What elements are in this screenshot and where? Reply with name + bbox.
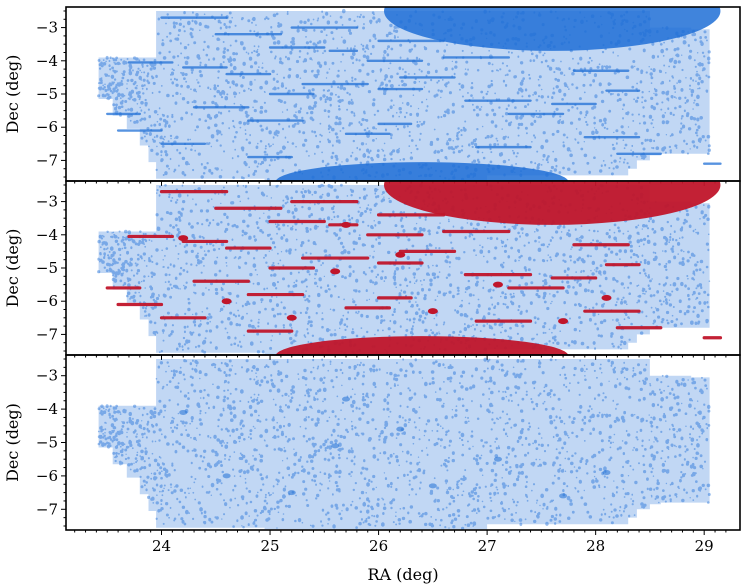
panel-bottom-scatter-points bbox=[97, 357, 711, 530]
x-tick-label: 24 bbox=[152, 537, 171, 555]
panel-bottom-clump-3 bbox=[493, 456, 502, 462]
panel-top-dense-region-0 bbox=[384, 7, 721, 51]
y-tick-label: −6 bbox=[36, 292, 58, 310]
y-tick-label: −7 bbox=[36, 500, 58, 518]
x-tick-label: 28 bbox=[586, 537, 605, 555]
panel-top-ylabel: Dec (deg) bbox=[3, 55, 22, 134]
panel-middle-flagged-spot-3 bbox=[492, 281, 503, 288]
panel-bottom-clump-5 bbox=[428, 483, 437, 489]
x-tick-label: 27 bbox=[478, 537, 497, 555]
panel-middle-scatter-points bbox=[97, 183, 711, 355]
panel-bottom-clump-8 bbox=[287, 490, 296, 496]
x-tick-label: 26 bbox=[369, 537, 388, 555]
y-tick-label: −7 bbox=[36, 151, 58, 169]
panel-middle: −3 −4 −5 −6 −7 Dec (deg) bbox=[3, 180, 741, 360]
panel-top-footprint bbox=[98, 11, 710, 181]
panel-bottom: −3 −4 −5 −6 −7 24 25 26 27 28 29 Dec (deg) bbox=[3, 354, 741, 555]
y-tick-label: −6 bbox=[36, 467, 58, 485]
x-tick-label: 29 bbox=[695, 537, 714, 555]
y-tick-label: −3 bbox=[36, 193, 58, 211]
y-tick-label: −4 bbox=[36, 226, 58, 244]
panel-bottom-footprint bbox=[98, 359, 710, 530]
panel-middle-points bbox=[97, 181, 723, 355]
panel-bottom-clump-7 bbox=[602, 470, 611, 476]
panel-bottom-clump-4 bbox=[222, 473, 231, 479]
panel-bottom-x-ticks: 24 25 26 27 28 29 bbox=[74, 530, 727, 555]
panel-middle-flagged-spot-4 bbox=[221, 298, 232, 305]
panel-top: −3 −4 −5 −6 −7 Dec (deg) bbox=[3, 6, 741, 186]
y-tick-label: −5 bbox=[36, 85, 58, 103]
panel-bottom-points bbox=[97, 357, 711, 530]
panel-middle-footprint bbox=[98, 185, 710, 355]
panel-middle-marks bbox=[97, 181, 723, 355]
panel-bottom-ylabel: Dec (deg) bbox=[3, 403, 22, 482]
y-tick-label: −6 bbox=[36, 118, 58, 136]
y-tick-label: −3 bbox=[36, 367, 58, 385]
panel-middle-flagged-spot-7 bbox=[601, 294, 612, 301]
panel-middle-flagged-spot-9 bbox=[178, 235, 189, 242]
x-axis-label: RA (deg) bbox=[367, 565, 438, 584]
panel-bottom-clump-6 bbox=[559, 493, 568, 499]
y-tick-label: −7 bbox=[36, 325, 58, 343]
y-tick-label: −4 bbox=[36, 52, 58, 70]
panel-bottom-clump-1 bbox=[396, 426, 405, 432]
panel-middle-ylabel: Dec (deg) bbox=[3, 229, 22, 308]
x-tick-label: 25 bbox=[260, 537, 279, 555]
panel-middle-flagged-spot-5 bbox=[427, 308, 438, 315]
y-tick-label: −4 bbox=[36, 400, 58, 418]
panel-top-marks bbox=[97, 7, 722, 181]
panel-top-points bbox=[97, 7, 722, 181]
panel-top-y-ticks: −3 −4 −5 −6 −7 bbox=[36, 10, 66, 178]
panel-middle-flagged-spot-0 bbox=[341, 221, 352, 228]
panel-middle-dense-region-1 bbox=[275, 336, 569, 355]
panel-top-dense-region-1 bbox=[275, 162, 569, 181]
panel-middle-flagged-spot-1 bbox=[395, 251, 406, 258]
panel-bottom-marks bbox=[97, 357, 711, 530]
panel-top-scatter-points bbox=[97, 8, 711, 181]
panel-middle-y-ticks: −3 −4 −5 −6 −7 bbox=[36, 184, 66, 352]
panel-middle-flagged-spot-2 bbox=[330, 268, 341, 275]
panel-middle-flagged-spot-8 bbox=[286, 314, 297, 321]
y-tick-label: −5 bbox=[36, 259, 58, 277]
panel-bottom-clump-0 bbox=[342, 396, 351, 402]
panel-bottom-clump-2 bbox=[331, 443, 340, 449]
panel-bottom-clump-9 bbox=[179, 409, 188, 415]
panel-middle-flagged-spot-6 bbox=[558, 318, 569, 325]
y-tick-label: −5 bbox=[36, 434, 58, 452]
y-tick-label: −3 bbox=[36, 19, 58, 37]
panel-bottom-y-ticks: −3 −4 −5 −6 −7 bbox=[36, 358, 66, 527]
panel-middle-dense-region-0 bbox=[384, 181, 721, 225]
